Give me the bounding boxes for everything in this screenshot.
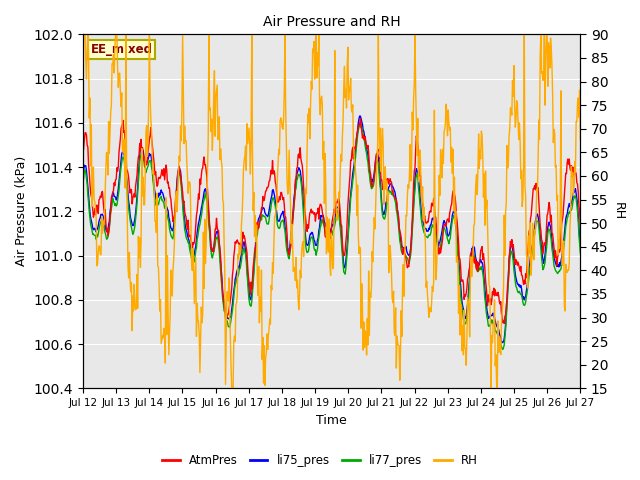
Legend: AtmPres, li75_pres, li77_pres, RH: AtmPres, li75_pres, li77_pres, RH [157,449,483,472]
Title: Air Pressure and RH: Air Pressure and RH [263,15,401,29]
Y-axis label: RH: RH [612,202,625,220]
Text: EE_mixed: EE_mixed [90,43,152,56]
Y-axis label: Air Pressure (kPa): Air Pressure (kPa) [15,156,28,266]
X-axis label: Time: Time [316,414,347,427]
